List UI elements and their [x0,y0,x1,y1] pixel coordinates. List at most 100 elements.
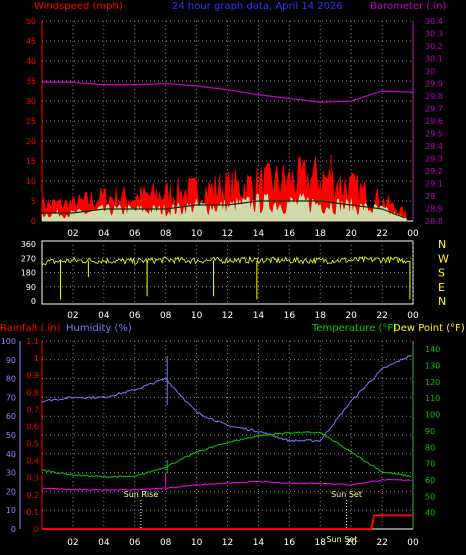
rainfall-tick-label: 0.6 [26,422,39,431]
x-tick-label: 10 [191,229,203,239]
x-tick-label: 06 [129,311,141,321]
x-tick-label: 00 [407,538,419,548]
windspeed-tick-label: 30 [26,97,36,106]
barometer-tick-label: 30.1 [425,55,443,64]
windspeed-tick-label: 40 [26,57,36,66]
rainfall-tick-label: 0.1 [26,508,39,517]
windspeed-tick-label: 50 [26,17,36,26]
temperature-tick-label: 120 [425,378,440,387]
graph-title: 24 hour graph data, April 14 2026 [172,1,343,12]
rainfall-tick-label: 1 [34,354,39,363]
wind-direction-series [41,255,411,300]
x-tick-label: 00 [407,311,419,321]
x-tick-label: 04 [98,311,110,321]
x-tick-label: 22 [376,229,387,239]
temperature-tick-label: 100 [425,411,440,420]
humidity-tick-label: 0 [11,525,16,534]
windspeed-tick-label: 20 [26,137,36,146]
x-tick-label: 10 [191,538,203,548]
x-tick-label: 02 [67,311,78,321]
x-tick-label: 18 [315,538,327,548]
barometer-tick-label: 29.9 [425,80,443,89]
rainfall-tick-labels: 1.1 1 0.9 0.8 0.7 0.6 0.5 0.4 0.3 0.2 0.1 0 [26,337,39,534]
dew-point-axis-title: Dew Point (°F) [393,323,465,334]
barometer-tick-label: 28.9 [425,205,443,214]
rainfall-tick-label: 1.1 [26,337,39,346]
barometer-tick-label: 29.8 [425,92,443,101]
temperature-axis-title: Temperature (°F) [311,323,397,334]
direction-tick-label: 90 [26,283,36,292]
x-tick-label: 22 [376,538,387,548]
x-tick-label: 12 [222,229,233,239]
compass-label: S [438,267,445,280]
temperature-tick-label: 50 [425,492,435,501]
rainfall-tick-label: 0.4 [26,457,39,466]
rainfall-tick-label: 0.8 [26,388,39,397]
barometer-tick-label: 28.8 [425,217,443,226]
temperature-tick-label: 90 [425,427,435,436]
direction-tick-label: 0 [31,297,36,306]
x-tick-label: 20 [345,229,357,239]
temperature-tick-label: 80 [425,443,435,452]
rainfall-tick-label: 0.2 [26,491,39,500]
direction-tick-label: 270 [21,254,36,263]
compass-label: N [438,238,446,251]
barometer-tick-label: 29.3 [425,155,443,164]
x-tick-label: 08 [160,229,172,239]
series-wind-direction [41,255,410,266]
windspeed-tick-label: 5 [31,197,36,206]
series-dew-point [41,479,412,491]
barometer-tick-label: 29.1 [425,180,443,189]
series-barometer [42,81,414,103]
x-tick-label: 06 [129,229,141,239]
barometer-tick-label: 30.4 [425,17,443,26]
series-windspeed-trend [42,200,406,219]
windspeed-axis-title: Windspeed (mph) [34,1,123,12]
windspeed-tick-label: 0 [31,217,36,226]
windspeed-tick-label: 10 [26,177,36,186]
x-tick-label: 22 [376,311,387,321]
x-tick-label: 08 [160,311,172,321]
wind-series [41,81,414,222]
wind-direction-x-tick-labels: 02 04 06 08 10 12 14 16 18 20 22 00 [67,311,419,321]
barometer-tick-label: 30 [425,67,435,76]
humidity-tick-label: 100 [1,337,16,346]
wind-grid [42,20,414,221]
x-tick-label: 20 [345,538,357,548]
x-tick-label: 02 [67,538,78,548]
direction-tick-label: 180 [21,269,36,278]
series-temperature [41,431,412,479]
compass-label: E [438,281,445,294]
sun-annotations: Sun Rise Sun Set Sun Set [124,490,362,544]
humidity-tick-label: 10 [6,506,16,515]
barometer-tick-label: 29.5 [425,130,443,139]
barometer-tick-label: 29.2 [425,167,443,176]
windspeed-tick-label: 35 [26,77,36,86]
windspeed-tick-label: 45 [26,37,36,46]
humidity-tick-label: 30 [6,469,16,478]
x-tick-label: 04 [98,538,110,548]
rainfall-axis-title: Rainfall (.in) [0,323,61,334]
x-tick-label: 10 [191,311,203,321]
humidity-tick-label: 80 [6,375,16,384]
wind-direction-grid [42,241,414,304]
x-tick-label: 16 [284,538,296,548]
x-tick-label: 08 [160,538,172,548]
series-humidity [41,354,412,443]
wind-x-tick-labels: 02 04 06 08 10 12 14 16 18 20 22 00 [67,229,419,239]
barometer-tick-label: 29.4 [425,142,443,151]
sun-annotation-label: Sun Set [331,490,362,499]
barometer-tick-label: 29 [425,192,435,201]
barometer-tick-label: 29.7 [425,105,443,114]
x-tick-label: 20 [345,311,357,321]
barometer-tick-label: 30.2 [425,42,443,51]
windspeed-tick-label: 15 [26,157,36,166]
direction-tick-label: 360 [21,240,36,249]
temperature-tick-label: 60 [425,476,435,485]
rainfall-tick-label: 0.9 [26,371,39,380]
humidity-tick-label: 50 [6,431,16,440]
